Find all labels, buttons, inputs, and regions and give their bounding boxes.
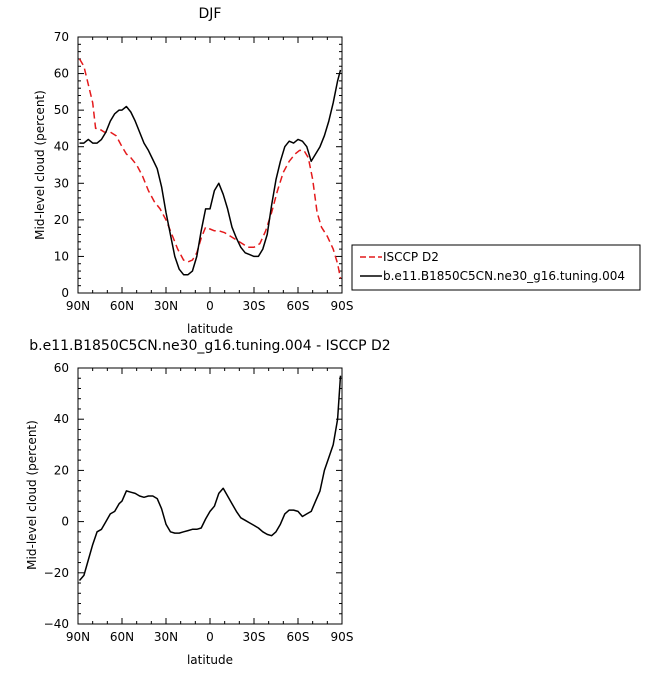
legend: ISCCP D2 b.e11.B1850C5CN.ne30_g16.tuning… — [351, 244, 641, 291]
x-axis-label: latitude — [187, 322, 233, 336]
x-tick-label: 30N — [154, 630, 178, 644]
legend-label-model: b.e11.B1850C5CN.ne30_g16.tuning.004 — [383, 269, 625, 283]
legend-label-isccp: ISCCP D2 — [383, 250, 439, 264]
series-layer — [78, 375, 342, 581]
x-tick-label: 60S — [287, 299, 310, 313]
y-tick-label: 20 — [54, 463, 69, 477]
y-tick-label: −20 — [44, 566, 69, 580]
y-tick-label: 70 — [54, 30, 69, 44]
plot-frame — [77, 367, 343, 625]
top-panel: DJF latitude Mid-level cloud (percent) 9… — [33, 6, 353, 336]
y-tick-label: −40 — [44, 617, 69, 631]
y-tick-label: 0 — [61, 515, 69, 529]
legend-box — [351, 244, 641, 291]
x-tick-label: 30N — [154, 299, 178, 313]
x-tick-label: 90N — [66, 299, 90, 313]
y-axis-label: Mid-level cloud (percent) — [33, 90, 47, 240]
y-tick-label: 60 — [54, 361, 69, 375]
x-tick-label: 0 — [206, 630, 214, 644]
y-tick-label: 40 — [54, 140, 69, 154]
y-axis-ticks: 0 10 20 30 40 50 60 70 — [54, 30, 342, 300]
series-line-difference — [78, 375, 342, 581]
y-tick-label: 20 — [54, 213, 69, 227]
y-tick-label: 40 — [54, 412, 69, 426]
x-tick-label: 0 — [206, 299, 214, 313]
y-tick-label: 60 — [54, 67, 69, 81]
x-tick-label: 60N — [110, 299, 134, 313]
y-axis-ticks: −40 −20 0 20 40 60 — [44, 361, 342, 631]
y-tick-label: 30 — [54, 176, 69, 190]
x-tick-label: 60N — [110, 630, 134, 644]
y-axis-label: Mid-level cloud (percent) — [25, 420, 39, 570]
x-tick-label: 30S — [243, 630, 266, 644]
x-tick-label: 90S — [331, 630, 354, 644]
x-tick-label: 30S — [243, 299, 266, 313]
series-layer — [78, 58, 342, 279]
chart-title: b.e11.B1850C5CN.ne30_g16.tuning.004 - IS… — [29, 338, 390, 354]
chart-title: DJF — [199, 6, 222, 22]
x-tick-label: 90S — [331, 299, 354, 313]
x-axis-ticks: 90N 60N 30N 0 30S 60S 90S — [66, 368, 354, 644]
plot-frame — [77, 36, 343, 294]
x-tick-label: 60S — [287, 630, 310, 644]
y-tick-label: 10 — [54, 249, 69, 263]
y-tick-label: 0 — [61, 286, 69, 300]
x-axis-ticks: 90N 60N 30N 0 30S 60S 90S — [66, 37, 354, 313]
series-line-b-e11-b1850c5cn-ne30-g16-tuning-004 — [79, 69, 342, 276]
series-line-isccp-d2 — [78, 58, 342, 279]
y-tick-label: 50 — [54, 103, 69, 117]
bottom-panel: b.e11.B1850C5CN.ne30_g16.tuning.004 - IS… — [25, 338, 391, 667]
x-tick-label: 90N — [66, 630, 90, 644]
x-axis-label: latitude — [187, 653, 233, 667]
